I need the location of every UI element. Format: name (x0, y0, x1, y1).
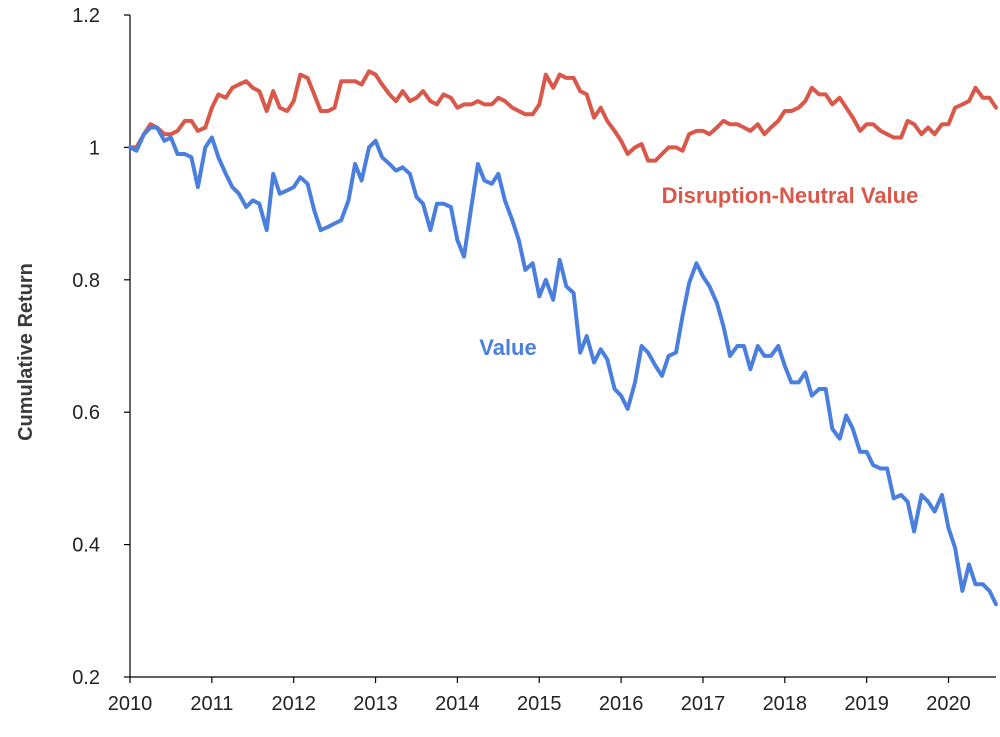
x-tick-label: 2016 (599, 693, 644, 715)
y-axis-ticks: 0.2 0.4 0.6 0.8 1 1.2 (72, 5, 130, 689)
x-tick-label: 2013 (353, 693, 398, 715)
y-tick-label: 0.8 (72, 270, 100, 292)
y-tick-label: 0.4 (72, 535, 100, 557)
x-tick-label: 2017 (681, 693, 726, 715)
x-axis-ticks: 2010 2011 2012 2013 2014 2015 2016 2017 2018 2019… (108, 677, 971, 715)
y-tick-label: 1.2 (72, 5, 100, 27)
x-tick-label: 2010 (108, 693, 153, 715)
y-tick-label: 0.2 (72, 667, 100, 689)
series-line-value (128, 125, 998, 607)
x-tick-label: 2018 (763, 693, 808, 715)
series-line-disruption-neutral-value (128, 69, 998, 163)
series-label-disruption-neutral-value: Disruption-Neutral Value (662, 183, 919, 208)
x-tick-label: 2015 (517, 693, 562, 715)
y-tick-label: 1 (89, 137, 100, 159)
series-label-value: Value (479, 335, 536, 360)
x-tick-label: 2012 (271, 693, 316, 715)
series-lines (128, 69, 998, 607)
x-tick-label: 2011 (190, 693, 233, 715)
x-tick-label: 2020 (926, 693, 971, 715)
plot-frame (129, 15, 996, 678)
y-axis-title: Cumulative Return (15, 263, 37, 441)
y-tick-label: 0.6 (72, 402, 100, 424)
x-tick-label: 2014 (435, 693, 480, 715)
x-tick-label: 2019 (844, 693, 889, 715)
